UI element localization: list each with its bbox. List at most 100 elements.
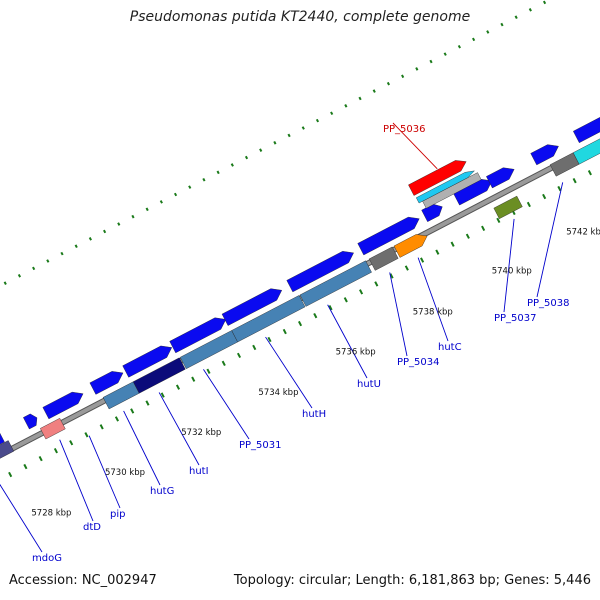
tick-mark bbox=[188, 185, 192, 189]
gene-hutH bbox=[231, 295, 306, 343]
gene-hutI bbox=[132, 357, 186, 394]
tick-mark bbox=[267, 336, 272, 343]
tick-mark bbox=[330, 111, 334, 116]
tick-mark bbox=[287, 133, 291, 138]
tick-mark bbox=[404, 265, 409, 271]
gene-label: hutG bbox=[150, 486, 174, 497]
tick-mark bbox=[572, 177, 577, 184]
tick-mark bbox=[88, 237, 92, 241]
tick-mark bbox=[32, 266, 36, 271]
tick-mark bbox=[130, 408, 135, 414]
gene-label: PP_5036 bbox=[383, 124, 426, 135]
scale-label: 5740 kbp bbox=[492, 266, 532, 276]
tick-mark bbox=[343, 297, 348, 303]
gene-hutU bbox=[299, 260, 372, 307]
gene-arrow bbox=[530, 144, 559, 166]
tick-mark bbox=[206, 368, 211, 374]
tick-mark bbox=[528, 8, 532, 12]
tick-mark bbox=[221, 360, 226, 367]
tick-mark bbox=[457, 44, 461, 49]
tick-mark bbox=[415, 67, 419, 71]
scale-label: 5736 kbp bbox=[336, 348, 376, 358]
tick-mark bbox=[60, 251, 64, 256]
scale-label: 5734 kbp bbox=[258, 388, 298, 398]
tick-mark bbox=[17, 273, 22, 278]
tick-mark bbox=[38, 455, 43, 462]
tick-mark bbox=[429, 59, 433, 64]
tick-mark bbox=[191, 376, 196, 382]
gene-arrow bbox=[0, 432, 5, 445]
tick-mark bbox=[514, 15, 518, 19]
tick-mark bbox=[46, 259, 50, 263]
tick-mark bbox=[114, 416, 119, 422]
gene-arrow bbox=[42, 391, 84, 420]
label-leader bbox=[265, 336, 313, 409]
label-leader bbox=[536, 182, 564, 298]
label-leader bbox=[203, 369, 250, 440]
tick-mark bbox=[131, 214, 135, 219]
tick-mark bbox=[282, 328, 287, 335]
gene-arrow bbox=[89, 371, 124, 395]
tick-mark bbox=[450, 241, 455, 247]
tick-mark bbox=[465, 233, 470, 239]
tick-mark bbox=[315, 118, 320, 123]
tick-mark bbox=[244, 155, 249, 160]
tick-mark bbox=[117, 222, 121, 226]
gene-dtD bbox=[39, 417, 66, 440]
gene-arrow bbox=[221, 288, 283, 326]
gene-arrow bbox=[421, 203, 443, 222]
scale-label: 5738 kbp bbox=[413, 308, 453, 318]
scale-label: 5730 kbp bbox=[105, 468, 145, 478]
tick-mark bbox=[8, 471, 13, 478]
gene-mdoG bbox=[0, 440, 15, 459]
tick-mark bbox=[103, 229, 107, 234]
gene-label: PP_5034 bbox=[397, 357, 440, 368]
tick-mark bbox=[259, 148, 263, 152]
tick-marks bbox=[3, 0, 592, 478]
tick-mark bbox=[372, 89, 376, 93]
tick-mark bbox=[401, 74, 405, 79]
tick-mark bbox=[3, 281, 7, 285]
gene-label: hutI bbox=[189, 466, 209, 477]
gene-label: hutC bbox=[438, 342, 462, 353]
tick-mark bbox=[160, 392, 165, 398]
gene-label: mdoG bbox=[32, 553, 62, 564]
label-leader bbox=[123, 410, 161, 486]
tick-mark bbox=[500, 22, 504, 27]
tick-mark bbox=[173, 192, 178, 197]
accession-text: Accession: NC_002947 bbox=[9, 573, 157, 588]
tick-mark bbox=[358, 96, 362, 101]
gene-arrow bbox=[486, 167, 515, 189]
label-leader bbox=[0, 483, 43, 553]
scale-label: 5742 kbp bbox=[566, 228, 600, 238]
tick-mark bbox=[159, 200, 163, 204]
label-leader bbox=[392, 122, 438, 170]
label-leader bbox=[417, 257, 449, 342]
gene-label: PP_5037 bbox=[494, 313, 537, 324]
gene-PP_5038 bbox=[572, 138, 600, 165]
tick-mark bbox=[175, 384, 181, 390]
label-leader bbox=[503, 218, 515, 313]
tick-mark bbox=[252, 344, 257, 351]
tick-mark bbox=[526, 201, 531, 208]
gene-label: dtD bbox=[83, 522, 101, 533]
gene-arrow bbox=[572, 117, 600, 144]
gene-arrow bbox=[357, 216, 420, 256]
tick-mark bbox=[542, 193, 547, 200]
gene-label: PP_5038 bbox=[527, 298, 570, 309]
label-leaders bbox=[0, 122, 564, 553]
tick-mark bbox=[313, 312, 318, 319]
tick-mark bbox=[301, 126, 305, 130]
gene-arrow bbox=[169, 317, 227, 354]
tick-mark bbox=[389, 273, 394, 279]
tick-mark bbox=[386, 81, 391, 86]
gene-features bbox=[0, 117, 600, 459]
gene-arrow bbox=[122, 345, 173, 378]
tick-mark bbox=[145, 207, 149, 212]
tick-mark bbox=[344, 104, 348, 108]
tick-mark bbox=[542, 0, 547, 5]
tick-mark bbox=[557, 185, 562, 192]
tick-mark bbox=[496, 217, 501, 224]
label-leader bbox=[88, 435, 121, 509]
